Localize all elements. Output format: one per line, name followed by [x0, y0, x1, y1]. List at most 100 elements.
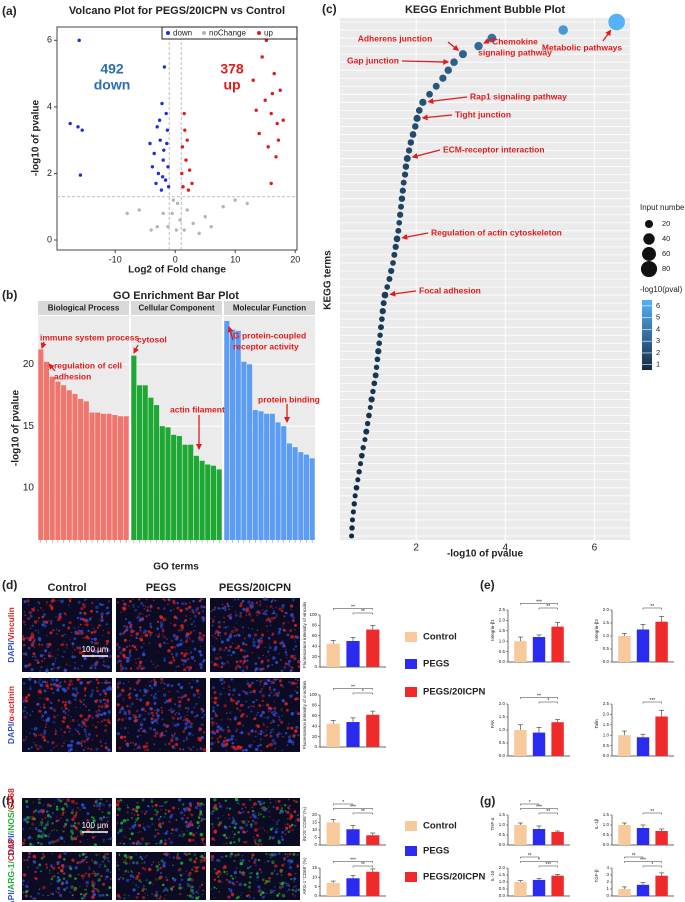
- cell-signal: [100, 720, 104, 723]
- cell-signal: [232, 836, 234, 839]
- cell-signal: [261, 688, 263, 690]
- cell-signal: [204, 853, 206, 855]
- cell-signal: [104, 876, 106, 878]
- cell-signal: [168, 853, 170, 855]
- cell-signal: [193, 614, 197, 618]
- cell-signal: [170, 639, 174, 642]
- cell-signal: [201, 817, 204, 821]
- cell-signal: [287, 798, 290, 801]
- cell-signal: [65, 804, 69, 808]
- cell-signal: [287, 735, 291, 739]
- cell-signal: [293, 682, 296, 685]
- y-axis-label: Fluorescence intensity of vinculin: [302, 601, 307, 668]
- cell-signal: [210, 888, 213, 890]
- micrograph: [22, 597, 112, 673]
- cell-signal: [133, 814, 136, 816]
- cell-signal: [121, 688, 125, 693]
- cell-signal: [290, 712, 295, 716]
- cell-signal: [98, 866, 101, 868]
- cell-signal: [250, 825, 253, 828]
- cell-signal: [241, 855, 244, 857]
- cell-signal: [155, 878, 158, 881]
- cell-signal: [93, 649, 98, 654]
- cell-signal: [68, 865, 72, 869]
- cell-signal: [285, 630, 287, 632]
- scale-bar-label: 100 μm: [82, 821, 109, 830]
- cell-signal: [280, 609, 284, 613]
- cell-signal: [251, 813, 255, 817]
- cell-signal: [262, 611, 267, 616]
- cell-signal: [140, 728, 142, 730]
- bar: [269, 413, 275, 540]
- cell-signal: [122, 653, 126, 657]
- cell-signal: [103, 858, 106, 861]
- cell-signal: [223, 833, 227, 837]
- cell-signal: [280, 835, 283, 838]
- significance-bracket: [624, 856, 644, 859]
- cell-signal: [214, 839, 216, 841]
- cell-signal: [43, 654, 45, 656]
- cell-signal: [242, 704, 245, 706]
- cell-signal: [266, 683, 268, 685]
- cell-signal: [24, 706, 26, 709]
- significance-label: **: [546, 604, 550, 610]
- cell-signal: [56, 862, 60, 866]
- cell-signal: [250, 602, 255, 607]
- cell-signal: [107, 820, 109, 822]
- cell-signal: [23, 859, 26, 862]
- cell-signal: [106, 816, 108, 819]
- cell-signal: [224, 646, 228, 650]
- point: [269, 181, 273, 186]
- cell-signal: [297, 660, 301, 664]
- cell-signal: [159, 815, 162, 818]
- cell-signal: [85, 735, 88, 738]
- cell-signal: [52, 692, 55, 694]
- cell-signal: [277, 724, 280, 727]
- panel-label: (f): [2, 794, 14, 808]
- cell-signal: [176, 617, 179, 620]
- cell-signal: [163, 599, 167, 602]
- cell-signal: [240, 892, 243, 894]
- cell-signal: [26, 712, 29, 715]
- cell-signal: [214, 714, 218, 718]
- cell-signal: [296, 712, 300, 716]
- cell-signal: [22, 820, 25, 822]
- bar: [275, 422, 281, 540]
- cell-signal: [106, 639, 109, 642]
- cell-signal: [234, 668, 237, 671]
- cell-signal: [60, 864, 65, 868]
- cell-signal: [265, 852, 268, 855]
- panel-label: (e): [480, 578, 495, 592]
- cell-signal: [239, 709, 242, 712]
- annotation-arrow: [411, 149, 441, 159]
- bubble: [426, 90, 433, 98]
- cell-signal: [71, 799, 75, 804]
- cell-signal: [212, 709, 215, 713]
- cell-signal: [96, 872, 100, 876]
- cell-signal: [239, 803, 241, 805]
- cell-signal: [116, 864, 120, 867]
- cell-signal: [79, 617, 83, 621]
- cell-signal: [256, 876, 259, 879]
- cell-signal: [147, 712, 151, 716]
- cell-signal: [287, 858, 291, 863]
- cell-signal: [220, 743, 223, 746]
- cell-signal: [123, 624, 127, 628]
- cell-signal: [247, 633, 252, 638]
- bar: [112, 415, 118, 540]
- cell-signal: [178, 700, 182, 704]
- significance-bracket: [332, 688, 374, 690]
- significance-bracket: [642, 865, 662, 868]
- cell-signal: [102, 689, 106, 693]
- cell-signal: [157, 651, 159, 654]
- cell-signal: [99, 657, 101, 659]
- cell-signal: [264, 734, 267, 737]
- cell-signal: [180, 861, 184, 865]
- cell-signal: [189, 820, 192, 823]
- cell-signal: [108, 681, 111, 684]
- cell-signal: [237, 831, 240, 834]
- cell-signal: [45, 718, 48, 721]
- cell-signal: [230, 629, 235, 634]
- bar: [655, 621, 668, 662]
- cell-signal: [229, 632, 232, 635]
